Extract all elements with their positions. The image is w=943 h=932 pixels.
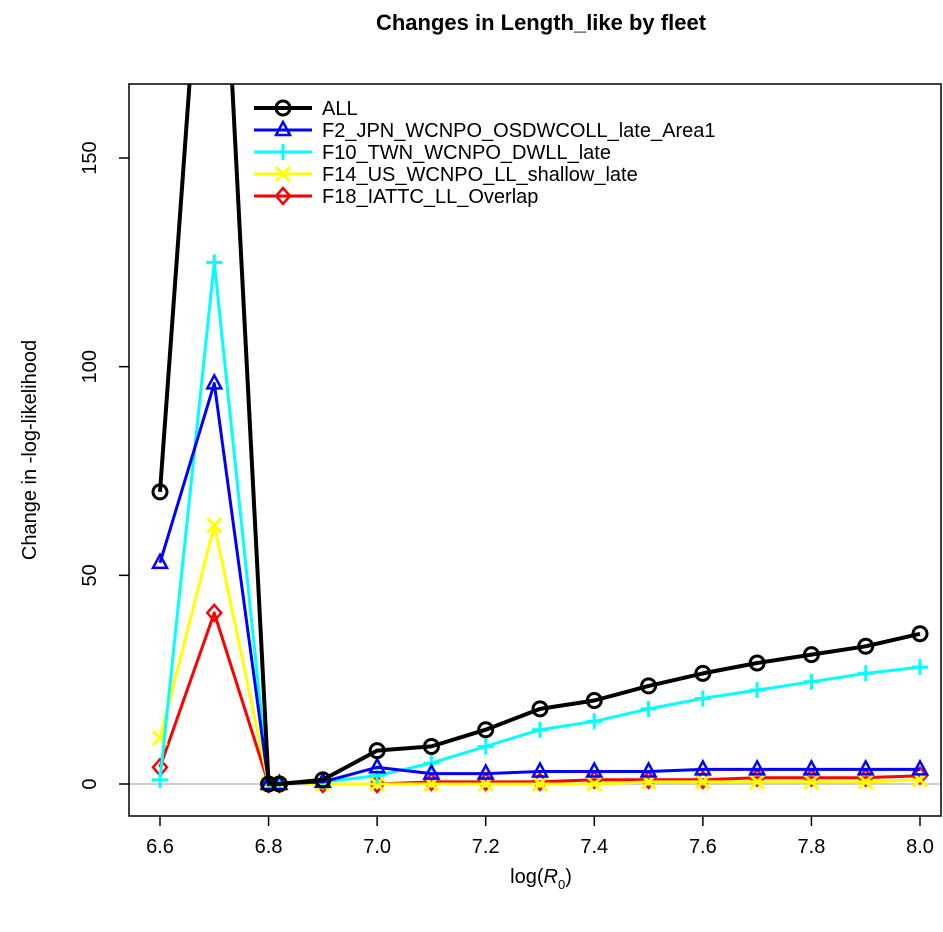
data-point — [911, 765, 929, 786]
series-line — [158, 611, 921, 786]
data-point — [802, 646, 820, 664]
data-point — [910, 758, 930, 776]
chart-title: Changes in Length_like by fleet — [376, 10, 707, 35]
legend-swatch-marker — [273, 119, 293, 137]
data-point — [749, 682, 766, 699]
data-point — [694, 773, 711, 790]
data-point — [270, 775, 288, 793]
series-ALL — [151, 84, 929, 793]
x-axis-label: log(R0) — [510, 866, 572, 892]
data-point — [369, 767, 386, 784]
data-point — [206, 517, 223, 534]
legend-label: F2_JPN_WCNPO_OSDWCOLL_late_Area1 — [322, 120, 715, 142]
data-point — [531, 700, 549, 718]
data-point — [422, 737, 440, 755]
y-tick-label: 50 — [79, 564, 101, 586]
x-tick-label: 6.6 — [146, 836, 174, 858]
legend-label: F14_US_WCNPO_LL_shallow_late — [322, 164, 638, 186]
data-point — [802, 758, 821, 776]
data-point — [260, 775, 278, 793]
data-point — [803, 673, 820, 690]
data-point — [422, 762, 441, 780]
data-point — [694, 690, 711, 707]
data-point — [586, 713, 603, 730]
data-point — [912, 659, 928, 676]
x-tick-label: 7.2 — [472, 836, 500, 858]
y-axis-label: Change in -log-likelihood — [19, 340, 41, 560]
legend-label: ALL — [322, 98, 358, 120]
data-point — [368, 742, 386, 760]
data-point — [857, 665, 874, 682]
y-tick-label: 0 — [79, 778, 101, 789]
x-tick-label: 8.0 — [906, 836, 934, 858]
data-point — [748, 654, 766, 672]
data-point — [531, 775, 549, 793]
data-point — [150, 552, 170, 570]
legend-label: F10_TWN_WCNPO_DWLL_late — [322, 142, 611, 164]
data-point — [694, 664, 712, 682]
plot-area — [129, 84, 941, 794]
data-point — [911, 625, 929, 643]
series-line — [158, 260, 921, 786]
data-point — [368, 756, 387, 774]
data-point — [585, 692, 603, 710]
data-point — [205, 602, 223, 623]
legend-entry: ALL — [254, 98, 358, 120]
data-point — [314, 771, 332, 789]
legend-entry: F18_IATTC_LL_Overlap — [254, 186, 538, 208]
data-point — [857, 773, 874, 790]
y-tick-label: 100 — [79, 350, 101, 383]
data-point — [585, 760, 604, 778]
data-point — [856, 758, 875, 776]
legend-label: F18_IATTC_LL_Overlap — [322, 186, 538, 208]
data-point — [586, 775, 603, 793]
x-tick-label: 7.0 — [363, 836, 391, 858]
data-point — [640, 700, 657, 717]
data-point — [369, 775, 386, 793]
plot-frame — [128, 83, 942, 817]
series-F10_TWN_WCNPO_DWLL_late — [152, 254, 928, 792]
x-tick-label: 7.4 — [580, 836, 608, 858]
series-line — [158, 84, 921, 786]
data-point — [152, 771, 168, 788]
data-point — [693, 758, 712, 776]
x-tick-label: 7.8 — [798, 836, 826, 858]
data-point — [476, 762, 495, 780]
legend-entry: F14_US_WCNPO_LL_shallow_late — [254, 164, 638, 186]
data-point — [532, 721, 548, 738]
data-point — [151, 483, 169, 501]
data-point — [477, 738, 494, 755]
y-tick-label: 150 — [79, 141, 101, 174]
data-point — [640, 677, 658, 695]
x-tick-label: 6.8 — [255, 836, 283, 858]
data-point — [857, 637, 875, 655]
data-point — [205, 372, 224, 390]
data-point — [803, 773, 820, 790]
legend: ALLF2_JPN_WCNPO_OSDWCOLL_late_Area1F10_T… — [254, 98, 715, 208]
data-point — [748, 758, 767, 776]
data-point — [749, 773, 766, 790]
legend-swatch-marker — [275, 144, 291, 160]
x-tick-label: 7.6 — [689, 836, 717, 858]
plot-clip-group — [129, 84, 941, 794]
data-point — [530, 760, 550, 778]
legend-swatch-marker — [274, 186, 292, 206]
data-point — [477, 721, 495, 739]
data-point — [639, 760, 658, 778]
data-point — [206, 254, 223, 271]
legend-entry: F2_JPN_WCNPO_OSDWCOLL_late_Area1 — [254, 119, 715, 142]
legend-swatch-marker — [274, 165, 292, 183]
axes: 6.6 6.8 7.0 7.2 7.4 7.6 7.8 8.0 0 50 100 150 — [79, 83, 942, 858]
legend-swatch-marker — [274, 99, 292, 117]
legend-entry: F10_TWN_WCNPO_DWLL_late — [254, 142, 611, 164]
